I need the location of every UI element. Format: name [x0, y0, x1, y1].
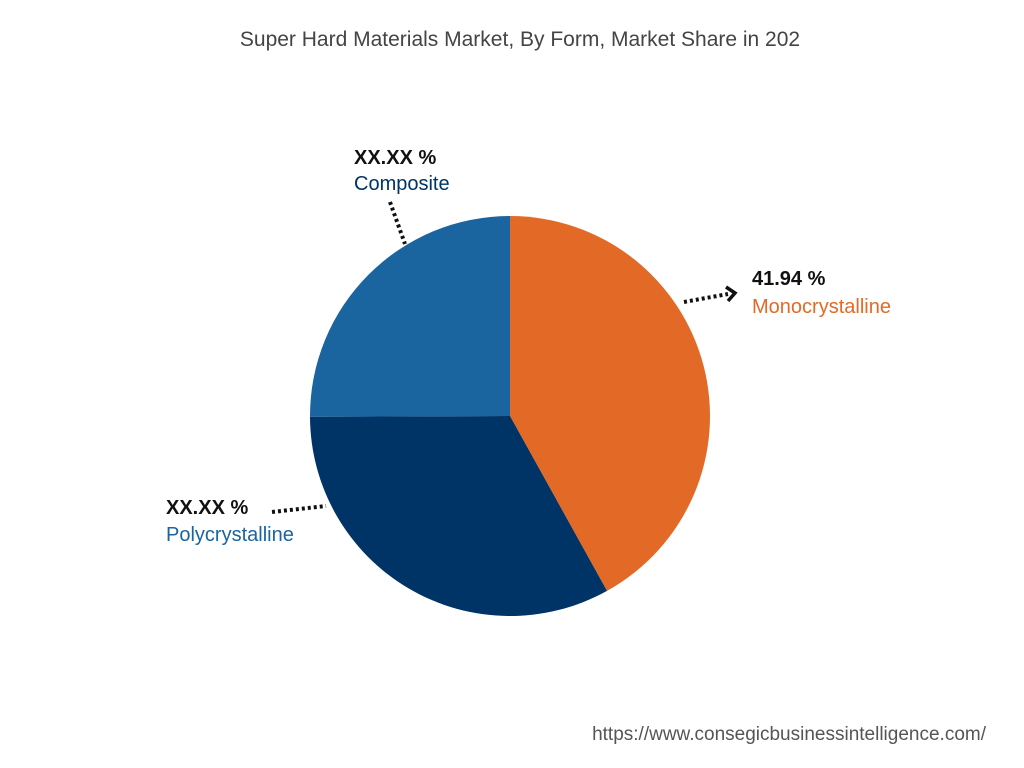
pie-slice-monocrystalline	[510, 216, 710, 591]
slice-percent-monocrystalline: 41.94 %	[752, 268, 826, 290]
source-url[interactable]: https://www.consegicbusinessintelligence…	[592, 724, 986, 745]
pie-slice-polycrystalline	[310, 416, 608, 616]
slice-percent-composite: XX.XX %	[354, 147, 436, 169]
slice-name-monocrystalline: Monocrystalline	[752, 296, 891, 318]
leader-line-polycrystalline	[271, 504, 327, 514]
pie-slices	[310, 216, 710, 616]
slice-labels: 41.94 % Monocrystalline XX.XX % Polycrystal…	[166, 147, 891, 546]
pie-slice-composite	[310, 216, 510, 417]
slice-name-polycrystalline: Polycrystalline	[166, 524, 294, 546]
leader-arrowhead	[725, 285, 738, 303]
leader-lines	[271, 201, 738, 514]
chart-title: Super Hard Materials Market, By Form, Ma…	[239, 28, 801, 51]
leader-line-monocrystalline	[683, 292, 729, 304]
leader-line-composite	[388, 201, 407, 245]
slice-name-composite: Composite	[354, 173, 450, 195]
slice-percent-polycrystalline: XX.XX %	[166, 497, 248, 519]
